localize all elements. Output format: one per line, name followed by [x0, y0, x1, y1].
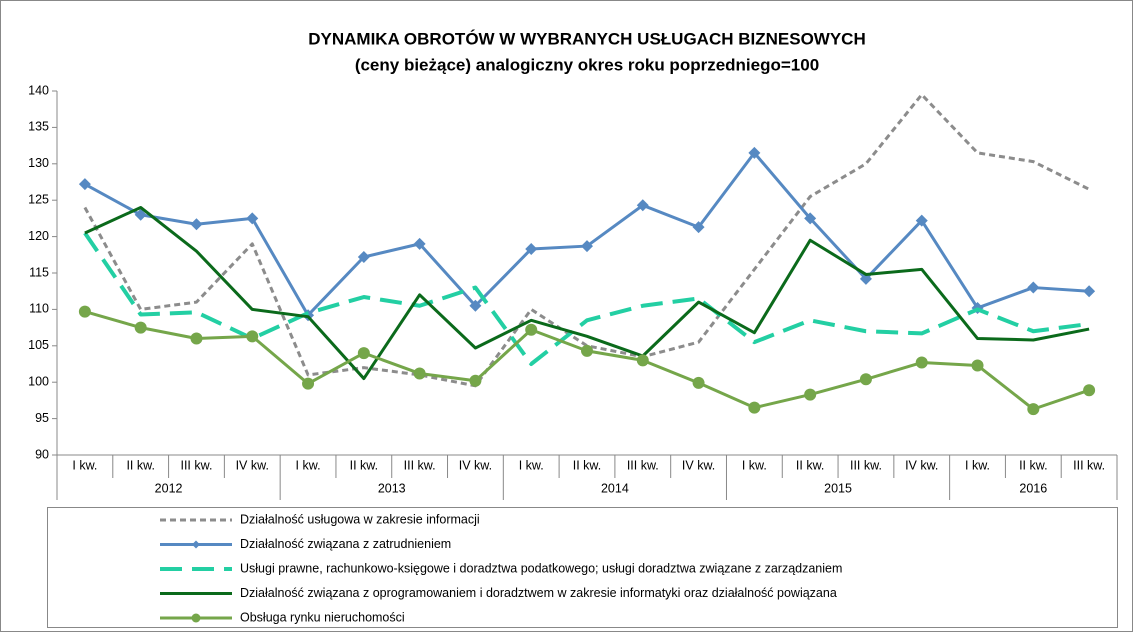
- x-tick-label: II kw.: [350, 458, 378, 472]
- legend-label: Obsługa rynku nieruchomości: [240, 610, 405, 624]
- year-label: 2015: [824, 481, 852, 495]
- point: [1027, 403, 1040, 416]
- legend-marker: [191, 613, 201, 623]
- x-tick-label: III kw.: [627, 458, 659, 472]
- legend-label: Usługi prawne, rachunkowo-księgowe i dor…: [240, 561, 842, 575]
- y-tick-label: 90: [35, 447, 49, 461]
- point: [246, 330, 259, 343]
- point: [581, 344, 593, 357]
- point: [748, 401, 761, 414]
- point: [525, 323, 538, 336]
- y-tick-label: 125: [28, 192, 49, 206]
- point: [134, 321, 147, 334]
- x-tick-label: I kw.: [519, 458, 544, 472]
- x-tick-label: II kw.: [796, 458, 824, 472]
- y-tick-label: 130: [28, 156, 49, 170]
- point: [859, 373, 872, 386]
- point: [915, 214, 928, 227]
- y-tick-label: 140: [28, 83, 49, 97]
- legend-label: Działalność związana z oprogramowaniem i…: [240, 586, 837, 600]
- year-label: 2013: [378, 481, 406, 495]
- point: [636, 199, 649, 212]
- point: [302, 377, 315, 390]
- y-tick-label: 135: [28, 120, 49, 134]
- y-tick-label: 105: [28, 338, 49, 352]
- point: [78, 178, 91, 191]
- point: [636, 354, 649, 367]
- legend-marker: [192, 540, 200, 549]
- series-line: [84, 205, 1090, 381]
- x-tick-label: IV kw.: [236, 458, 269, 472]
- y-tick-label: 100: [28, 374, 49, 388]
- point: [1027, 281, 1040, 294]
- legend-label: Działalność usługowa w zakresie informac…: [240, 512, 480, 526]
- point: [692, 221, 705, 234]
- point: [1083, 285, 1096, 298]
- point: [413, 237, 426, 250]
- x-tick-label: III kw.: [1073, 458, 1105, 472]
- x-tick-label: III kw.: [180, 458, 212, 472]
- chart-title: DYNAMIKA OBROTÓW W WYBRANYCH USŁUGACH BI…: [308, 29, 866, 48]
- year-label: 2014: [601, 481, 629, 495]
- x-tick-label: IV kw.: [905, 458, 938, 472]
- point: [581, 240, 593, 253]
- y-tick-label: 110: [29, 302, 49, 316]
- point: [525, 242, 538, 255]
- y-tick-label: 120: [28, 229, 49, 243]
- year-label: 2012: [155, 481, 183, 495]
- x-tick-label: III kw.: [404, 458, 436, 472]
- year-label: 2016: [1019, 481, 1047, 495]
- y-tick-label: 115: [29, 265, 49, 279]
- point: [915, 356, 928, 369]
- point: [246, 212, 259, 225]
- point: [357, 347, 370, 360]
- series-line: [83, 231, 1090, 366]
- x-tick-label: I kw.: [72, 458, 97, 472]
- point: [357, 250, 370, 263]
- x-tick-label: II kw.: [126, 458, 154, 472]
- x-tick-label: I kw.: [296, 458, 321, 472]
- point: [469, 299, 482, 312]
- point: [1083, 384, 1096, 397]
- point: [78, 305, 91, 318]
- point: [859, 272, 872, 285]
- point: [190, 332, 203, 345]
- point: [692, 376, 705, 389]
- point: [804, 212, 817, 225]
- x-tick-label: I kw.: [742, 458, 767, 472]
- x-tick-label: III kw.: [850, 458, 882, 472]
- point: [804, 388, 817, 401]
- x-tick-label: I kw.: [965, 458, 990, 472]
- x-tick-label: IV kw.: [459, 458, 492, 472]
- point: [469, 374, 482, 387]
- point: [134, 208, 147, 221]
- x-tick-label: II kw.: [573, 458, 601, 472]
- series-line: [83, 93, 1090, 388]
- point: [190, 218, 203, 231]
- y-tick-label: 95: [35, 411, 49, 425]
- chart-subtitle: (ceny bieżące) analogiczny okres roku po…: [355, 55, 819, 74]
- x-tick-label: II kw.: [1019, 458, 1047, 472]
- legend-label: Działalność związana z zatrudnieniem: [240, 537, 451, 551]
- point: [748, 146, 761, 159]
- x-tick-label: IV kw.: [682, 458, 715, 472]
- point: [413, 367, 426, 380]
- point: [971, 359, 984, 372]
